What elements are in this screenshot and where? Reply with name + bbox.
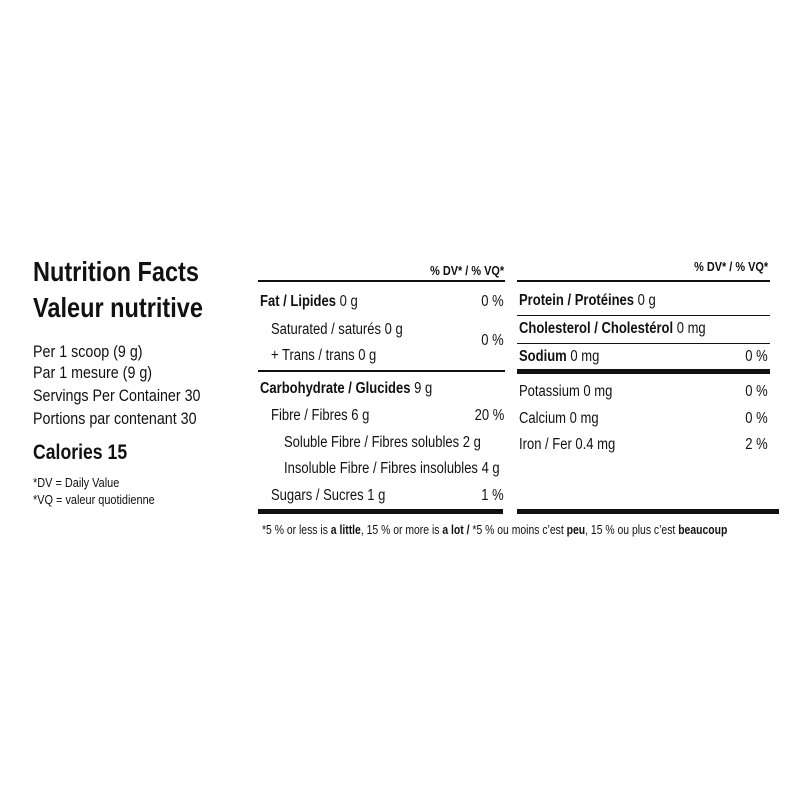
title-french: Valeur nutritive xyxy=(33,292,203,323)
divider xyxy=(517,315,770,316)
servings-per-container-en: Servings Per Container 30 xyxy=(33,386,201,405)
dv-note-fr: *VQ = valeur quotidienne xyxy=(33,492,155,507)
calories: Calories 15 xyxy=(33,441,128,464)
servings-per-container-fr: Portions par contenant 30 xyxy=(33,409,197,428)
divider xyxy=(258,280,505,282)
thick-divider xyxy=(258,509,503,514)
carbohydrate-row: Carbohydrate / Glucides 9 g xyxy=(260,380,433,397)
dv-footnote: *5 % or less is a little, 15 % or more i… xyxy=(262,522,728,537)
iron-row: Iron / Fer 0.4 mg xyxy=(519,436,616,453)
cholesterol-row: Cholesterol / Cholestérol 0 mg xyxy=(519,320,706,337)
calcium-row: Calcium 0 mg xyxy=(519,410,599,427)
insoluble-fibre-row: Insoluble Fibre / Fibres insolubles 4 g xyxy=(284,460,500,477)
sugars-dv: 1 % xyxy=(481,487,504,504)
trans-row: + Trans / trans 0 g xyxy=(271,347,377,364)
fat-dv: 0 % xyxy=(481,293,504,310)
thick-divider xyxy=(517,509,779,514)
fibre-row: Fibre / Fibres 6 g xyxy=(271,407,370,424)
fibre-dv: 20 % xyxy=(474,407,504,424)
divider xyxy=(258,370,505,372)
dv-header-left: % DV* / % VQ* xyxy=(429,263,504,278)
dv-note-en: *DV = Daily Value xyxy=(33,475,120,490)
divider xyxy=(517,343,770,344)
potassium-row: Potassium 0 mg xyxy=(519,383,613,400)
soluble-fibre-row: Soluble Fibre / Fibres solubles 2 g xyxy=(284,434,481,451)
iron-dv: 2 % xyxy=(745,436,768,453)
serving-size-fr: Par 1 mesure (9 g) xyxy=(33,363,153,382)
sugars-row: Sugars / Sucres 1 g xyxy=(271,487,386,504)
thick-divider xyxy=(517,369,770,374)
calcium-dv: 0 % xyxy=(745,410,768,427)
sodium-row: Sodium 0 mg xyxy=(519,348,600,365)
potassium-dv: 0 % xyxy=(745,383,768,400)
saturated-row: Saturated / saturés 0 g xyxy=(271,321,403,338)
divider xyxy=(517,280,770,282)
serving-size-en: Per 1 scoop (9 g) xyxy=(33,342,143,361)
protein-row: Protein / Protéines 0 g xyxy=(519,292,656,309)
sodium-dv: 0 % xyxy=(745,348,768,365)
saturated-trans-dv: 0 % xyxy=(481,332,504,349)
fat-row: Fat / Lipides 0 g xyxy=(260,293,358,310)
dv-header-right: % DV* / % VQ* xyxy=(693,259,768,274)
title-english: Nutrition Facts xyxy=(33,256,199,287)
